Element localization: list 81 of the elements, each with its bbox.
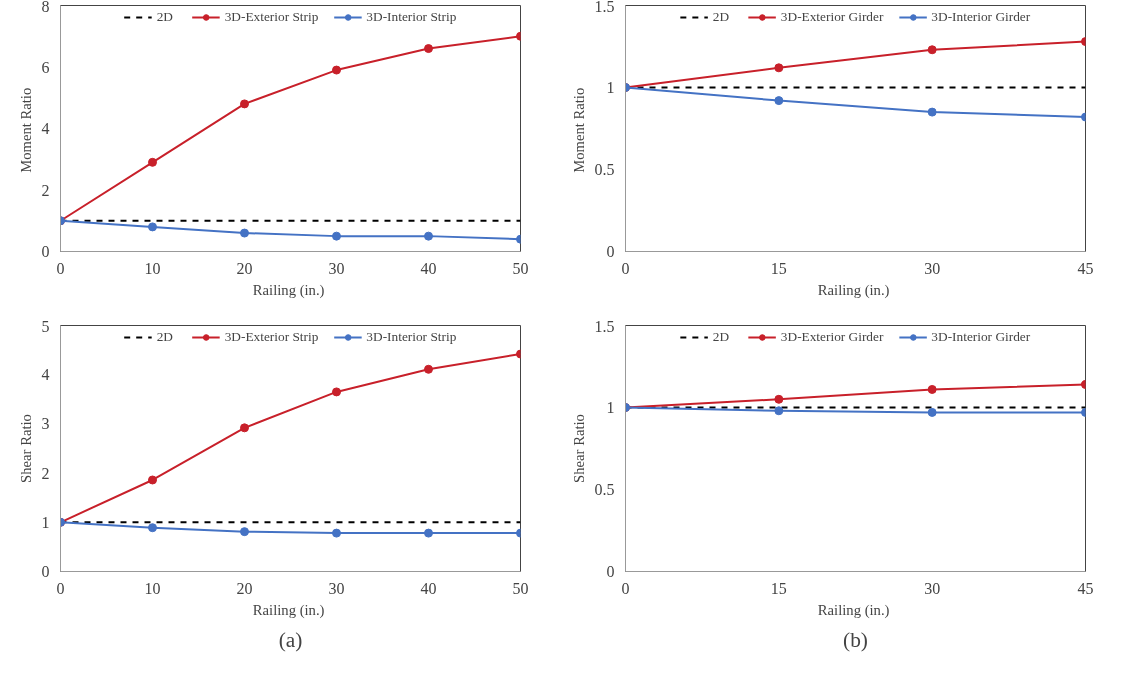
legend-label: 2D xyxy=(712,329,731,345)
point xyxy=(332,387,341,397)
x-tick-label: 30 xyxy=(328,259,345,277)
y-tick-label: 1.5 xyxy=(594,317,615,335)
point xyxy=(332,65,341,75)
y-tick-label: 0.5 xyxy=(594,481,615,498)
x-tick-label: 0 xyxy=(621,259,630,277)
point xyxy=(927,384,937,394)
x-tick-label: 40 xyxy=(420,579,437,597)
y-tick-label: 1 xyxy=(41,513,50,531)
x-tick-label: 20 xyxy=(236,259,253,277)
x-tick-label: 30 xyxy=(924,579,941,597)
x-tick-label: 45 xyxy=(1077,579,1094,597)
y-tick-label: 1 xyxy=(606,79,615,96)
x-tick-label: 45 xyxy=(1077,259,1094,277)
x-tick-label: 30 xyxy=(328,579,345,597)
text: (a) xyxy=(278,627,303,652)
point xyxy=(332,528,341,538)
legend-label: 2D xyxy=(712,9,731,25)
x-tick-label: 0 xyxy=(621,579,630,597)
point xyxy=(240,228,249,238)
x-tick-label: 10 xyxy=(144,579,161,597)
point xyxy=(774,394,784,404)
legend-label: 3D-Interior Girder xyxy=(931,329,1031,345)
y-tick-label: 0 xyxy=(41,563,50,580)
x-axis-title: Railing (in.) xyxy=(817,281,890,299)
point xyxy=(148,157,157,167)
legend-label: 3D-Exterior Girder xyxy=(780,9,884,25)
y-axis-title: Shear Ratio xyxy=(17,414,34,483)
point xyxy=(240,423,249,433)
x-tick-label: 30 xyxy=(924,259,941,277)
x-tick-label: 15 xyxy=(770,579,787,597)
point xyxy=(424,364,433,374)
point xyxy=(240,99,249,109)
x-tick-label: 10 xyxy=(144,259,161,277)
point xyxy=(424,44,433,54)
point xyxy=(240,527,249,537)
legend-label: 2D xyxy=(156,329,174,345)
y-tick-label: 2 xyxy=(41,464,50,482)
y-tick-label: 1 xyxy=(606,399,615,416)
legend-label: 3D-Exterior Girder xyxy=(780,329,884,345)
point xyxy=(148,222,157,232)
x-tick-label: 50 xyxy=(512,579,529,597)
y-tick-label: 6 xyxy=(41,58,50,76)
point xyxy=(927,45,937,55)
point xyxy=(332,231,341,241)
y-axis-title: Shear Ratio xyxy=(570,414,587,483)
y-tick-label: 3 xyxy=(41,415,50,433)
legend-label: 2D xyxy=(156,9,174,25)
y-tick-label: 0 xyxy=(606,243,615,260)
y-tick-label: 8 xyxy=(41,0,50,15)
y-tick-label: 0.5 xyxy=(594,161,615,178)
point xyxy=(424,231,433,241)
x-tick-label: 20 xyxy=(236,579,253,597)
y-tick-label: 4 xyxy=(41,366,50,384)
y-tick-label: 0 xyxy=(41,243,50,260)
legend-label: 3D-Interior Strip xyxy=(366,329,457,345)
x-tick-label: 15 xyxy=(770,259,787,277)
y-tick-label: 0 xyxy=(606,563,615,580)
x-axis-title: Railing (in.) xyxy=(817,601,890,619)
legend-label: 3D-Exterior Strip xyxy=(224,329,319,345)
x-axis-title: Railing (in.) xyxy=(252,281,325,299)
text: (b) xyxy=(843,627,868,652)
x-tick-label: 40 xyxy=(420,259,437,277)
y-axis-title: Moment Ratio xyxy=(17,87,34,173)
y-axis-title: Moment Ratio xyxy=(570,87,587,173)
y-tick-label: 4 xyxy=(41,120,50,137)
x-tick-label: 0 xyxy=(56,579,65,597)
x-tick-label: 0 xyxy=(56,259,65,277)
legend-label: 3D-Interior Strip xyxy=(366,9,457,25)
y-tick-label: 2 xyxy=(41,181,50,199)
x-tick-label: 50 xyxy=(512,259,529,277)
point xyxy=(424,528,433,538)
legend-label: 3D-Exterior Strip xyxy=(224,9,319,25)
y-tick-label: 5 xyxy=(41,317,50,335)
x-axis-title: Railing (in.) xyxy=(252,601,325,619)
point xyxy=(774,63,784,73)
point xyxy=(148,475,157,485)
point xyxy=(148,523,157,533)
legend-label: 3D-Interior Girder xyxy=(931,9,1031,25)
y-tick-label: 1.5 xyxy=(594,0,615,15)
